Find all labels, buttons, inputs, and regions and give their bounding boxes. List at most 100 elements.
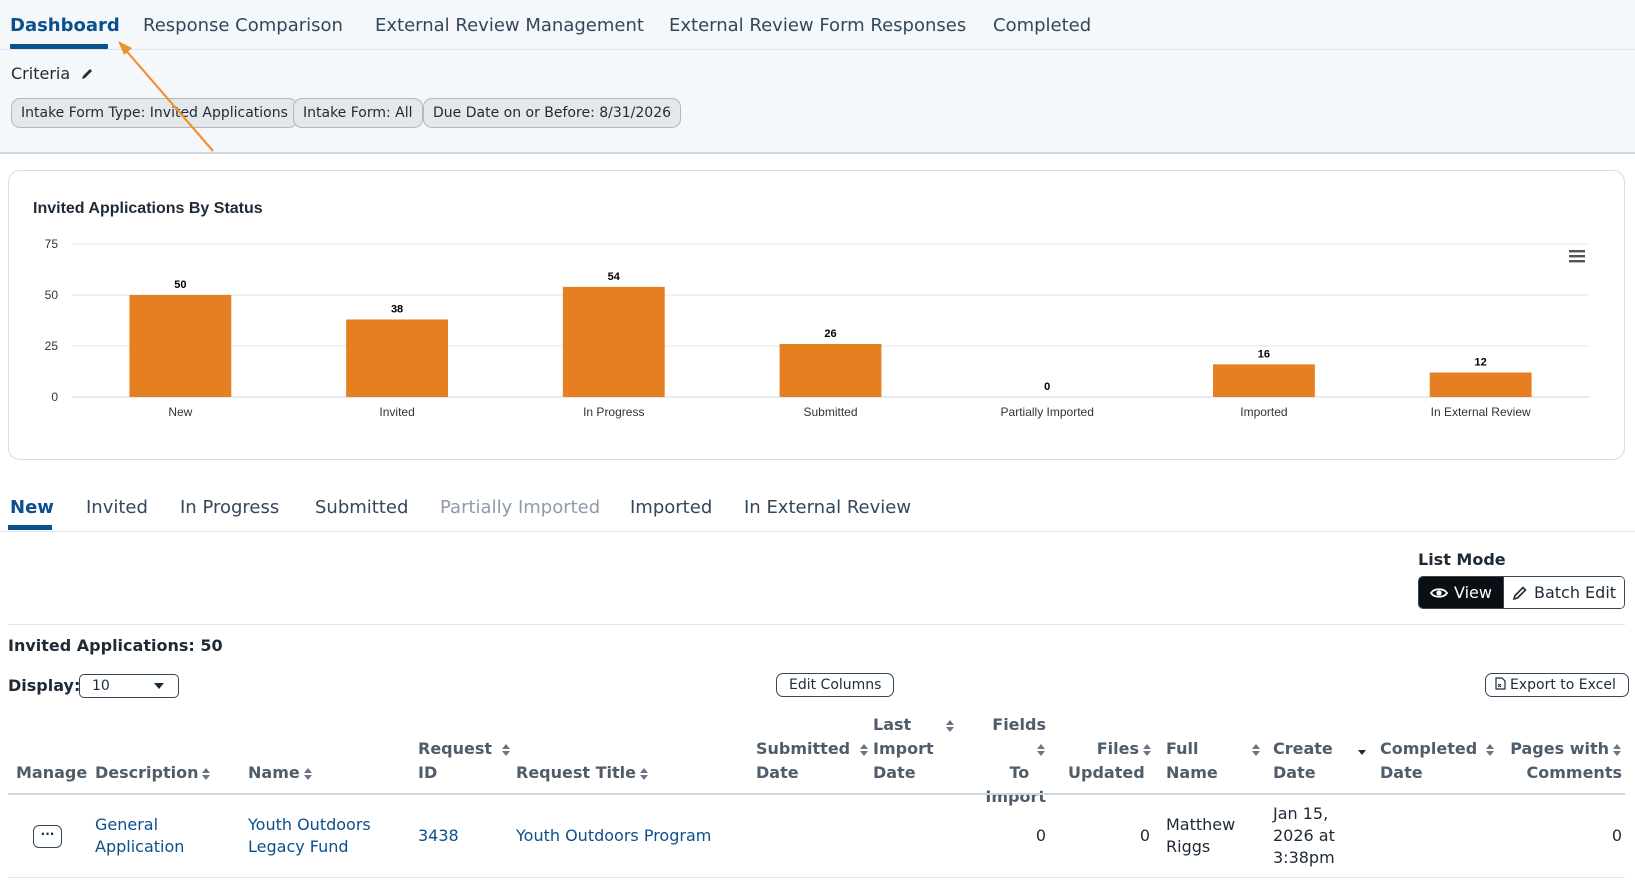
column-full-name[interactable]: Full Name (1166, 737, 1261, 785)
row-pages-with-comments: 0 (1611, 826, 1622, 845)
tab-external-review-management[interactable]: External Review Management (375, 15, 644, 36)
row-create-date-line-3: 3:38pm (1273, 848, 1335, 867)
y-tick-label: 75 (45, 237, 59, 251)
sort-icon (1613, 743, 1621, 756)
row-files-updated: 0 (1139, 826, 1150, 845)
bar (346, 319, 448, 397)
eye-icon (1430, 587, 1449, 598)
table-row-border (8, 877, 1625, 878)
batch-edit-button[interactable]: Batch Edit (1503, 577, 1624, 608)
row-description-line-2: Application (95, 837, 185, 856)
tab-dashboard[interactable]: Dashboard (10, 15, 120, 36)
column-request-title-label: Request Title (516, 763, 636, 782)
bar (1429, 372, 1532, 397)
criteria-pill-due-date: Due Date on or Before: 8/31/2026 (423, 98, 682, 128)
row-manage-button[interactable]: ··· (33, 825, 62, 848)
display-select-value: 10 (92, 678, 110, 694)
pencil-icon[interactable] (80, 67, 94, 81)
tab-response-comparison[interactable]: Response Comparison (143, 15, 343, 36)
batch-edit-label: Batch Edit (1533, 583, 1617, 602)
chart-menu-icon[interactable] (1568, 248, 1586, 264)
row-name-link[interactable]: Youth Outdoors Legacy Fund (248, 814, 371, 858)
status-tab-in-external-review[interactable]: In External Review (744, 497, 912, 518)
caret-down-icon (154, 683, 164, 689)
row-full-name-line-2: Riggs (1166, 837, 1211, 856)
bar (779, 343, 882, 397)
status-bar-chart: Invited Applications By Status 0 25 50 75 50 N… (33, 200, 1589, 419)
export-to-excel-label: Export to Excel (1510, 677, 1616, 693)
column-files-label-2: Updated (1068, 763, 1145, 782)
row-description-line-1: General (95, 815, 159, 834)
column-fields-label: Fields (992, 715, 1046, 734)
sort-icon (1486, 743, 1495, 756)
x-tick-label: New (168, 405, 192, 419)
status-tab-in-progress[interactable]: In Progress (180, 497, 280, 518)
data-label: 26 (824, 328, 836, 340)
sort-icon (860, 743, 869, 756)
status-tab-new[interactable]: New (10, 497, 54, 518)
row-description-link[interactable]: General Application (95, 814, 184, 858)
status-tab-invited[interactable]: Invited (86, 497, 148, 518)
status-tab-imported[interactable]: Imported (630, 497, 713, 518)
tab-completed[interactable]: Completed (993, 15, 1092, 36)
column-create-date-label-2: Date (1273, 763, 1316, 782)
status-tab-submitted[interactable]: Submitted (315, 497, 409, 518)
column-fields-label-2: To (1009, 763, 1030, 782)
column-last-import-label-3: Date (873, 763, 916, 782)
column-manage: Manage (16, 763, 88, 782)
column-fields-to-import[interactable]: Fields To Import (980, 713, 1046, 809)
main-tabs: Dashboard Response Comparison External R… (0, 0, 1635, 50)
sort-icon (640, 767, 648, 780)
x-tick-label: In Progress (583, 405, 644, 419)
data-label: 54 (608, 271, 621, 283)
criteria-label: Criteria (11, 64, 71, 83)
row-create-date-line-2: 2026 at (1273, 826, 1335, 845)
column-name[interactable]: Name (248, 761, 313, 785)
sort-icon (502, 743, 511, 756)
column-pages-with-comments[interactable]: Pages with Comments (1506, 737, 1622, 785)
status-tab-partially-imported[interactable]: Partially Imported (440, 497, 601, 518)
y-tick-label: 50 (45, 288, 59, 302)
list-mode-label: List Mode (1418, 550, 1506, 569)
column-name-label: Name (248, 763, 300, 782)
column-request-title[interactable]: Request Title (516, 761, 649, 785)
column-completed-date-label: Completed (1380, 739, 1478, 758)
column-description-label: Description (95, 763, 199, 782)
document-icon (1495, 677, 1506, 690)
sort-icon (202, 767, 211, 780)
table-header-border (8, 793, 1625, 795)
column-create-date[interactable]: Create Date (1273, 737, 1367, 785)
display-page-size-select[interactable]: 10 (79, 674, 179, 698)
tab-external-review-form-responses[interactable]: External Review Form Responses (669, 15, 967, 36)
y-tick-label: 25 (45, 339, 59, 353)
column-submitted-date[interactable]: Submitted Date (756, 737, 869, 785)
column-last-import-label-2: Import (873, 739, 934, 758)
column-last-import-date[interactable]: Last Import Date (873, 713, 955, 785)
edit-columns-button[interactable]: Edit Columns (776, 673, 895, 697)
export-to-excel-button[interactable]: Export to Excel (1485, 673, 1629, 697)
column-request-id[interactable]: Request ID (418, 737, 511, 785)
data-label: 50 (174, 279, 186, 291)
bar (1213, 364, 1315, 397)
row-name-line-2: Legacy Fund (248, 837, 349, 856)
active-status-tab-indicator (8, 525, 52, 530)
x-tick-label: Imported (1240, 405, 1287, 419)
view-mode-button[interactable]: View (1419, 577, 1503, 608)
row-fields-to-import: 0 (1035, 826, 1046, 845)
column-last-import-label: Last (873, 715, 912, 734)
column-description[interactable]: Description (95, 761, 211, 785)
data-label: 0 (1044, 381, 1050, 393)
column-completed-date[interactable]: Completed Date (1380, 737, 1495, 785)
column-files-label: Files (1096, 739, 1139, 758)
column-full-name-label-2: Name (1166, 763, 1218, 782)
data-label: 12 (1475, 357, 1487, 369)
column-submitted-date-label: Submitted (756, 739, 851, 758)
sort-icon (1143, 743, 1151, 756)
status-tabs: New Invited In Progress Submitted Partia… (0, 490, 1635, 532)
invited-applications-count: Invited Applications: 50 (8, 636, 223, 655)
row-request-title-link[interactable]: Youth Outdoors Program (516, 826, 712, 845)
column-files-updated[interactable]: Files Updated (1068, 737, 1152, 785)
row-request-id-link[interactable]: 3438 (418, 826, 459, 845)
list-mode-toggle: View Batch Edit (1418, 576, 1625, 609)
column-fields-label-3: Import (985, 787, 1046, 806)
